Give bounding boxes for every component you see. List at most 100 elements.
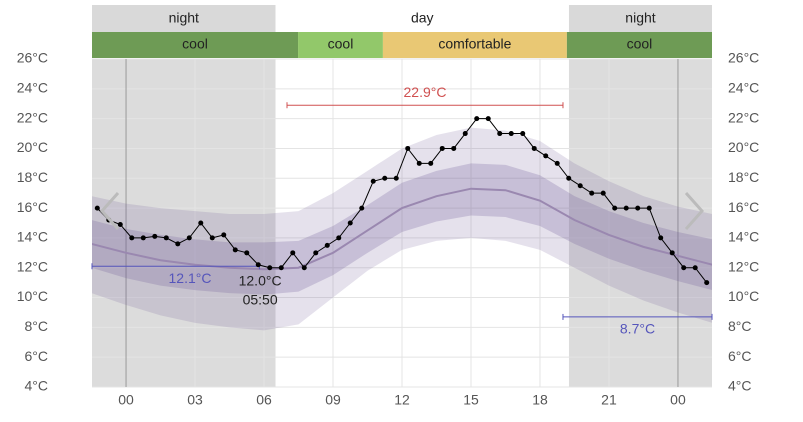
prev-arrow[interactable] bbox=[99, 192, 120, 230]
y-tick-label-right: 22°C bbox=[728, 109, 759, 125]
y-tick-label-right: 14°C bbox=[728, 229, 759, 245]
night-shade bbox=[92, 59, 276, 387]
y-tick-label: 10°C bbox=[17, 288, 48, 304]
y-tick-label-right: 16°C bbox=[728, 199, 759, 215]
comfort-label: cool bbox=[182, 36, 208, 52]
inner-band bbox=[92, 163, 712, 295]
y-tick-label: 14°C bbox=[17, 229, 48, 245]
temperature-line bbox=[96, 118, 708, 283]
temperature-point bbox=[508, 131, 514, 137]
temperature-point bbox=[704, 280, 710, 286]
temperature-point bbox=[439, 145, 445, 151]
temperature-point bbox=[94, 205, 100, 211]
comfort-segment bbox=[298, 32, 383, 58]
comfort-segment bbox=[566, 32, 712, 58]
temperature-point bbox=[301, 265, 307, 271]
x-tick-label: 12 bbox=[394, 392, 410, 408]
temperature-point bbox=[209, 235, 215, 241]
comfort-label: comfortable bbox=[438, 36, 511, 52]
y-tick-label-right: 20°C bbox=[728, 139, 759, 155]
y-tick-label-right: 6°C bbox=[728, 348, 752, 364]
y-tick-label-right: 24°C bbox=[728, 80, 759, 96]
temperature-point bbox=[485, 116, 491, 122]
temperature-point bbox=[313, 250, 319, 256]
temperature-point bbox=[152, 233, 158, 239]
y-tick-label: 12°C bbox=[17, 258, 48, 274]
temperature-point bbox=[175, 241, 181, 247]
y-tick-label: 8°C bbox=[25, 318, 49, 334]
period-header bbox=[275, 5, 569, 32]
x-tick-label: 00 bbox=[670, 392, 686, 408]
temperature-point bbox=[347, 220, 353, 226]
y-tick-label: 22°C bbox=[17, 109, 48, 125]
next-arrow[interactable] bbox=[684, 192, 705, 230]
comfort-label: cool bbox=[627, 36, 653, 52]
temperature-point bbox=[635, 205, 641, 211]
temperature-point bbox=[474, 116, 480, 122]
y-tick-label-right: 18°C bbox=[728, 169, 759, 185]
temperature-point bbox=[531, 145, 537, 151]
y-tick-label: 4°C bbox=[25, 378, 49, 394]
temperature-point bbox=[382, 175, 388, 181]
temperature-point bbox=[543, 153, 549, 159]
comfort-segment bbox=[382, 32, 567, 58]
temperature-point bbox=[393, 175, 399, 181]
temperature-point bbox=[462, 131, 468, 137]
mean-line bbox=[92, 187, 712, 271]
temperature-point bbox=[244, 250, 250, 256]
temperature-point bbox=[623, 205, 629, 211]
y-tick-label-right: 10°C bbox=[728, 288, 759, 304]
y-tick-label-right: 8°C bbox=[728, 318, 752, 334]
temperature-point bbox=[681, 265, 687, 271]
temperature-point bbox=[646, 205, 652, 211]
temperature-point bbox=[451, 145, 457, 151]
temperature-point bbox=[198, 220, 204, 226]
temperature-point bbox=[221, 232, 227, 238]
temperature-point bbox=[140, 235, 146, 241]
x-tick-label: 00 bbox=[118, 392, 134, 408]
temperature-point bbox=[600, 190, 606, 196]
temperature-point bbox=[416, 160, 422, 166]
y-tick-label: 16°C bbox=[17, 199, 48, 215]
temperature-point bbox=[278, 265, 284, 271]
temperature-point bbox=[554, 160, 560, 166]
plot bbox=[92, 127, 712, 331]
night-shade bbox=[568, 59, 712, 387]
temperature-point bbox=[669, 250, 675, 256]
x-tick-label: 15 bbox=[463, 392, 479, 408]
y-tick-label-right: 12°C bbox=[728, 258, 759, 274]
y-tick-label: 20°C bbox=[17, 139, 48, 155]
temperature-point bbox=[163, 235, 169, 241]
temperature-point bbox=[232, 247, 238, 253]
temperature-point bbox=[577, 183, 583, 189]
temperature-point bbox=[117, 221, 123, 227]
y-tick-label: 18°C bbox=[17, 169, 48, 185]
temperature-point bbox=[324, 242, 330, 248]
temperature-point bbox=[359, 205, 365, 211]
x-tick-label: 06 bbox=[256, 392, 272, 408]
period-label: day bbox=[411, 10, 434, 26]
temperature-point bbox=[692, 265, 698, 271]
temperature-point bbox=[612, 205, 618, 211]
period-label: night bbox=[169, 10, 199, 26]
temperature-point bbox=[497, 131, 503, 137]
y-tick-label: 6°C bbox=[25, 348, 49, 364]
min-time: 05:50 bbox=[243, 292, 278, 308]
x-tick-label: 21 bbox=[601, 392, 617, 408]
outer-band bbox=[92, 127, 712, 331]
temperature-point bbox=[370, 178, 376, 184]
y-tick-label: 24°C bbox=[17, 80, 48, 96]
reference-label: 12.1°C bbox=[169, 270, 212, 286]
y-tick-label-right: 4°C bbox=[728, 378, 752, 394]
period-header bbox=[92, 5, 276, 32]
temperature-point bbox=[428, 160, 434, 166]
temperature-point bbox=[566, 175, 572, 181]
y-tick-label-right: 26°C bbox=[728, 50, 759, 66]
temperature-point bbox=[267, 265, 273, 271]
period-header bbox=[568, 5, 712, 32]
min-label: 12.0°C bbox=[239, 273, 282, 289]
temperature-point bbox=[405, 145, 411, 151]
y-tick-label: 26°C bbox=[17, 50, 48, 66]
comfort-segment bbox=[92, 32, 299, 58]
